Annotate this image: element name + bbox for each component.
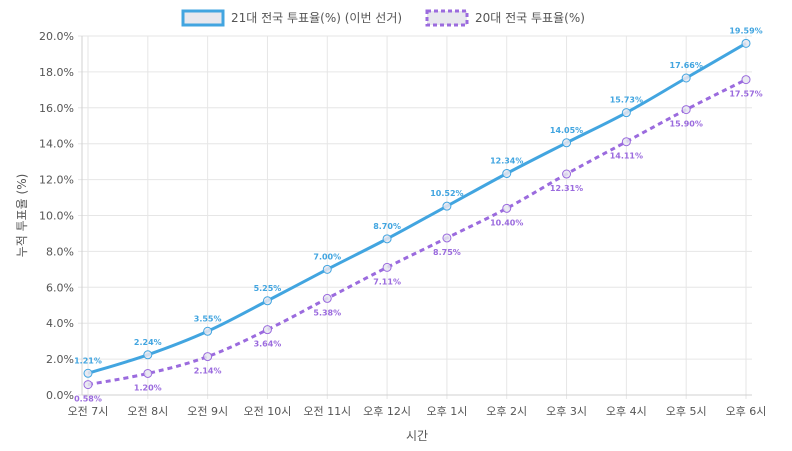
data-label: 5.25% [254,284,282,293]
data-label: 8.70% [373,222,401,231]
data-point[interactable] [562,138,572,148]
data-label: 0.58% [74,395,102,404]
data-point[interactable] [382,262,392,272]
data-label: 17.57% [729,90,762,99]
y-tick-label: 14.0% [39,138,74,151]
data-label: 10.40% [490,218,523,227]
y-tick-label: 2.0% [46,353,74,366]
data-point[interactable] [203,326,213,336]
data-label: 14.05% [550,126,583,135]
legend-item-1[interactable]: 20대 전국 투표율(%) [425,9,585,27]
data-label: 15.73% [610,96,643,105]
y-tick-label: 12.0% [39,174,74,187]
grid [78,35,752,399]
data-point[interactable] [143,350,153,360]
data-point[interactable] [621,137,631,147]
data-point[interactable] [502,168,512,178]
x-tick-label: 오전 11시 [303,405,351,418]
x-axis-title: 시간 [406,429,428,443]
data-label: 2.24% [134,338,162,347]
data-label: 3.64% [254,340,282,349]
x-tick-label: 오후 3시 [546,405,587,418]
data-point[interactable] [262,325,272,335]
y-tick-label: 20.0% [39,30,74,43]
x-tick-label: 오전 8시 [127,405,168,418]
data-label: 10.52% [430,189,463,198]
x-tick-label: 오후 5시 [666,405,707,418]
x-tick-label: 오후 6시 [726,405,767,418]
data-label: 17.66% [670,61,703,70]
series-line-0 [87,42,747,375]
legend-label: 21대 전국 투표율(%) (이번 선거) [231,11,402,25]
data-point[interactable] [322,264,332,274]
y-axis-title: 누적 투표율 (%) [15,174,29,258]
axes: 0.0% 2.0% 4.0% 6.0% 8.0% 10.0% 12.0% 14.0% 16.0%… [39,30,766,418]
y-tick-label: 10.0% [39,210,74,223]
x-tick-label: 오전 10시 [244,405,292,418]
y-tick-label: 18.0% [39,66,74,79]
data-label: 7.11% [373,277,401,286]
data-point[interactable] [83,380,93,390]
data-label: 1.20% [134,383,162,392]
data-label: 15.90% [670,120,703,129]
data-point[interactable] [83,368,93,378]
data-label: 5.38% [313,308,341,317]
data-point[interactable] [681,73,691,83]
data-label: 14.11% [610,152,643,161]
legend: 21대 전국 투표율(%) (이번 선거) 20대 전국 투표율(%) [181,9,585,27]
legend-swatch [181,9,225,27]
legend-label: 20대 전국 투표율(%) [475,11,585,25]
data-point[interactable] [203,352,213,362]
data-point[interactable] [741,38,751,48]
data-point[interactable] [143,368,153,378]
data-point[interactable] [681,105,691,115]
data-point[interactable] [621,108,631,118]
data-label: 1.21% [74,356,102,365]
series-lines [83,38,751,390]
y-tick-label: 6.0% [46,281,74,294]
legend-swatch [425,9,469,27]
legend-item-0[interactable]: 21대 전국 투표율(%) (이번 선거) [181,9,402,27]
x-tick-label: 오후 4시 [606,405,647,418]
x-tick-label: 오전 7시 [68,405,109,418]
data-label: 8.75% [433,248,461,257]
data-label: 12.31% [550,184,583,193]
data-point[interactable] [442,201,452,211]
data-point[interactable] [502,203,512,213]
data-label: 12.34% [490,156,523,165]
series-line-1 [87,78,747,387]
data-point[interactable] [442,233,452,243]
y-tick-label: 0.0% [46,389,74,402]
data-point[interactable] [262,296,272,306]
y-tick-label: 4.0% [46,317,74,330]
data-label: 2.14% [194,367,222,376]
data-point[interactable] [562,169,572,179]
data-label: 3.55% [194,314,222,323]
data-label: 19.59% [729,26,762,35]
data-point[interactable] [382,234,392,244]
y-tick-label: 16.0% [39,102,74,115]
x-tick-label: 오후 2시 [486,405,527,418]
x-tick-label: 오후 12시 [363,405,411,418]
x-tick-label: 오전 9시 [187,405,228,418]
data-labels: 1.21% 2.24% 3.55% 5.25% 7.00% 8.70% 10.52% 12.3… [74,26,763,403]
data-point[interactable] [741,75,751,85]
x-tick-label: 오후 1시 [426,405,467,418]
data-label: 7.00% [313,252,341,261]
y-tick-label: 8.0% [46,245,74,258]
data-point[interactable] [322,293,332,303]
